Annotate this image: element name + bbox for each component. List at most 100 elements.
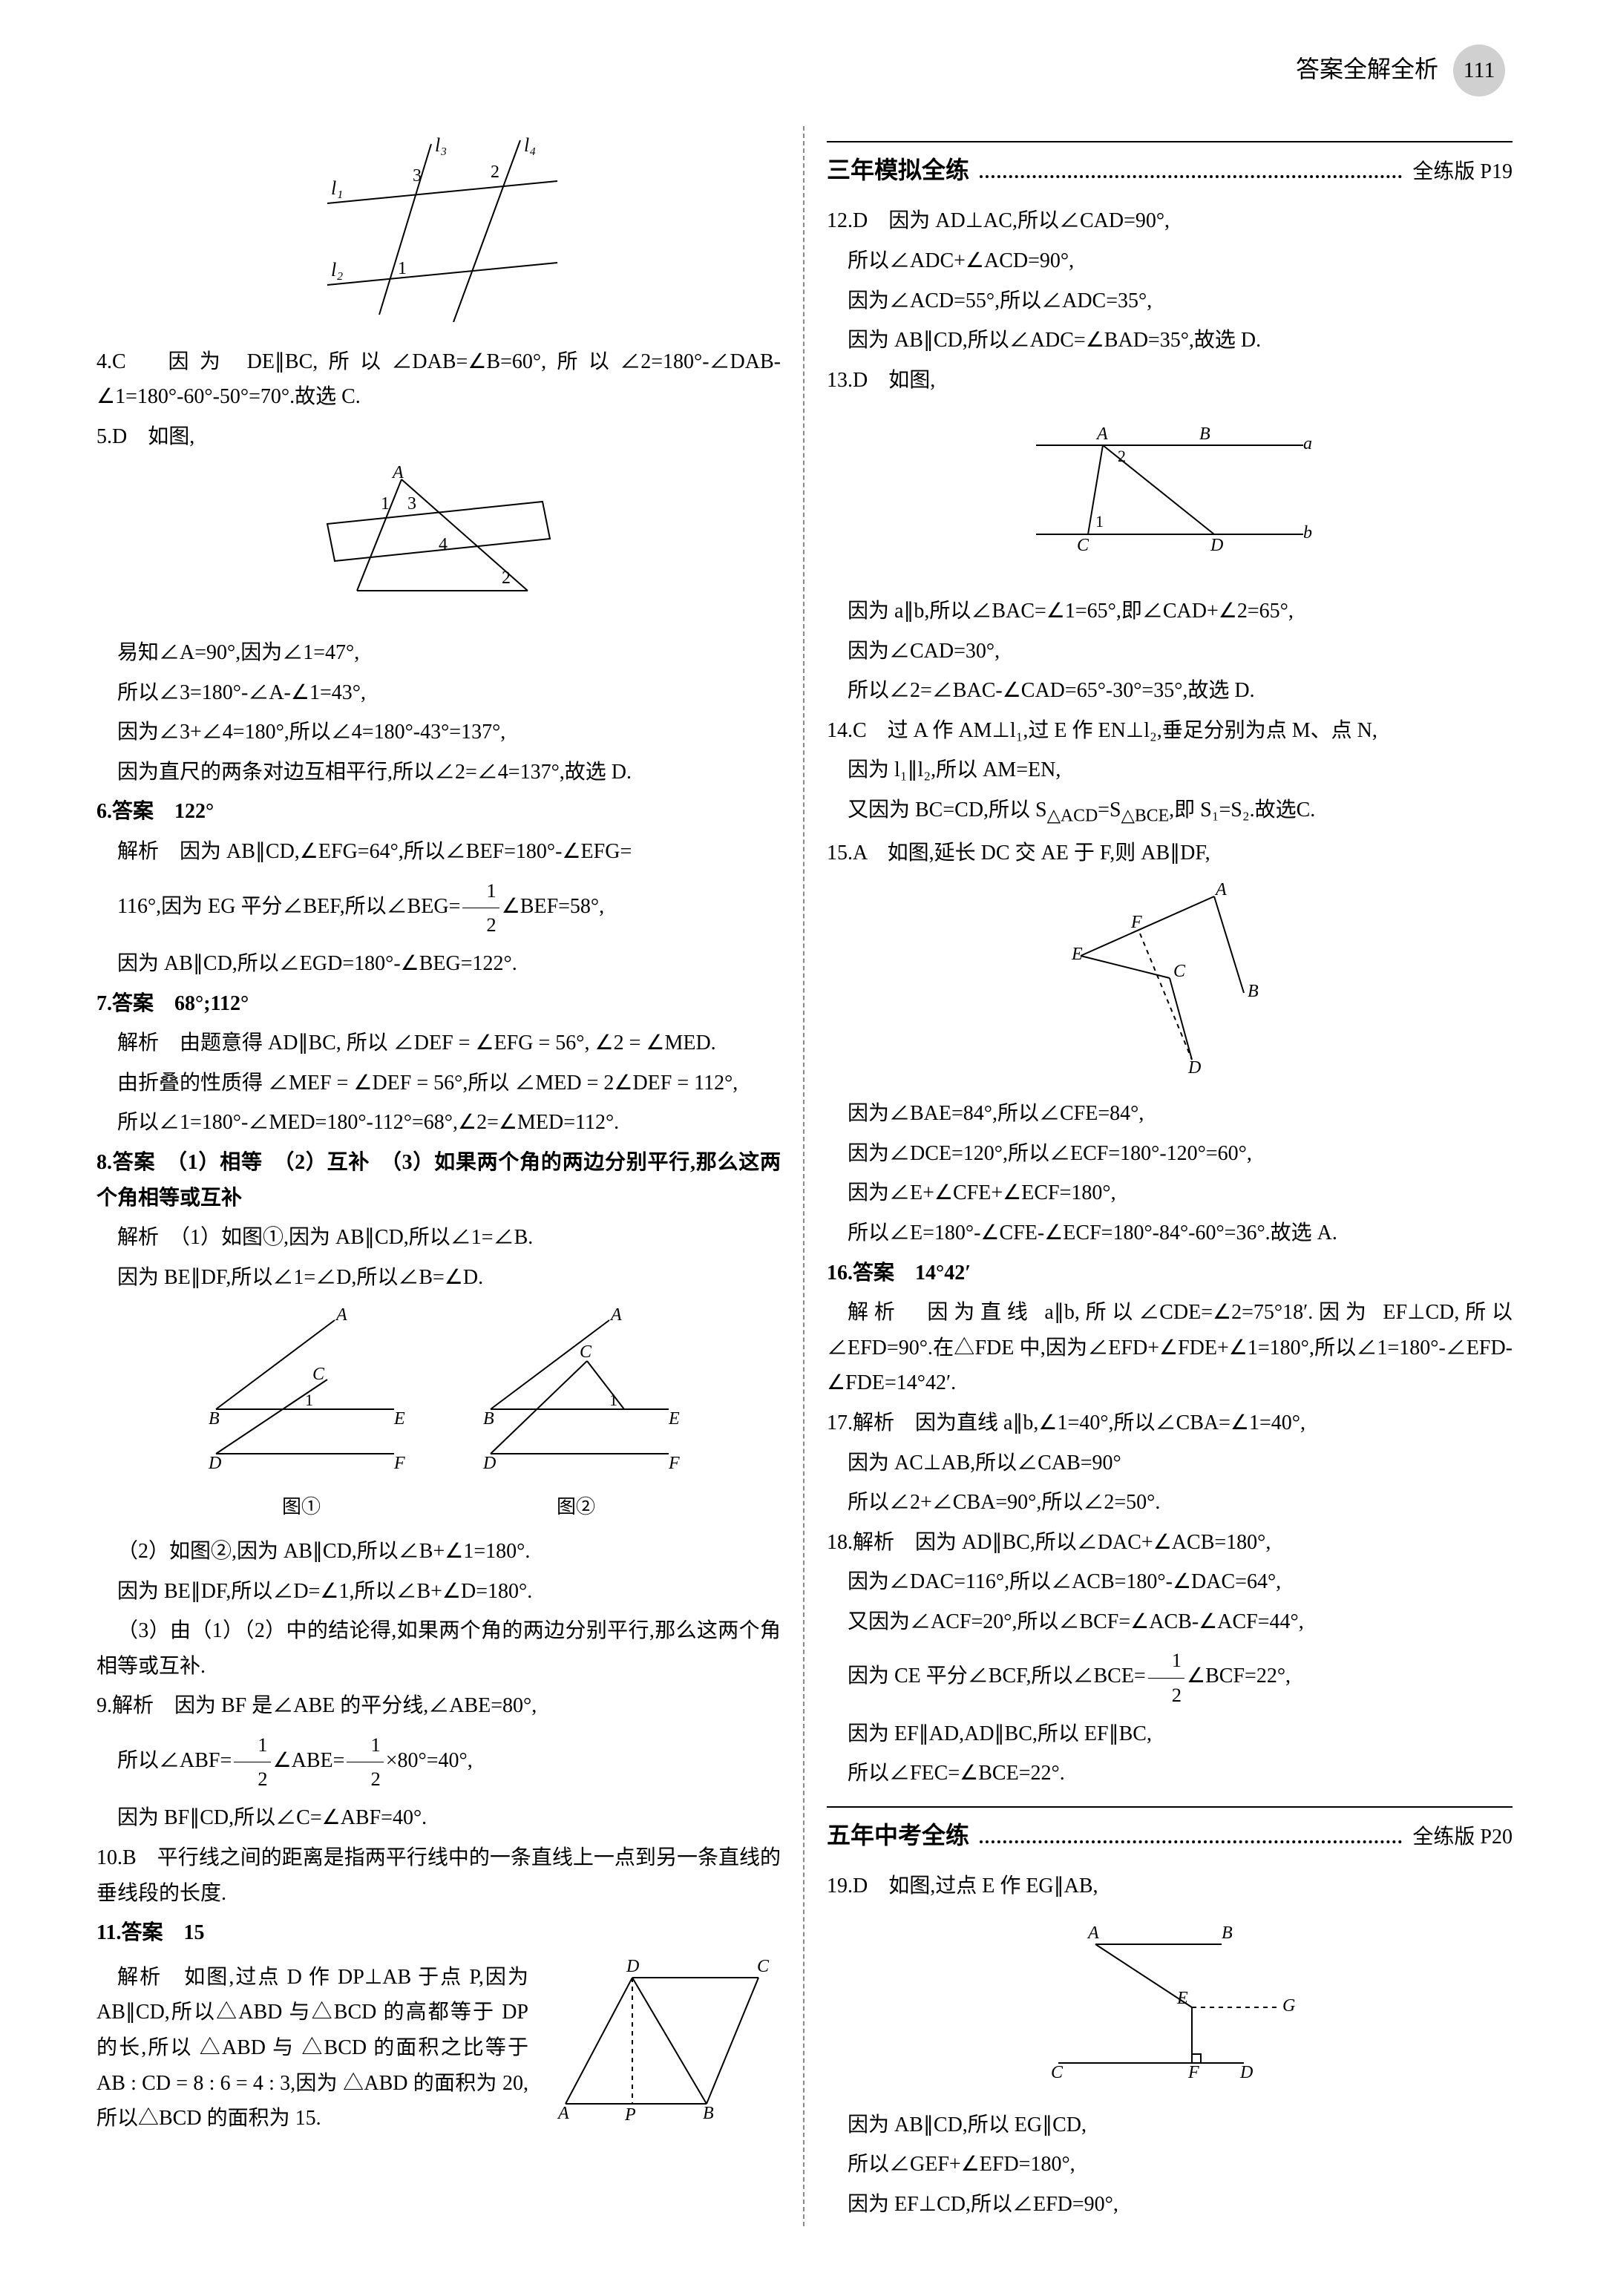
r17b: 因为 AC⊥AB,所以∠CAB=90° — [827, 1446, 1513, 1481]
r15b: 因为∠BAE=84°,所以∠CFE=84°, — [827, 1096, 1513, 1132]
q6a: 6.答案 122° — [96, 794, 781, 830]
r19b: 因为 AB∥CD,所以 EG∥CD, — [827, 2108, 1513, 2143]
r12a: 12.D 因为 AD⊥AC,所以∠CAD=90°, — [827, 203, 1513, 239]
q5e: 因为直尺的两条对边互相平行,所以∠2=∠4=137°,故选 D. — [96, 755, 781, 790]
q8f: （3）由（1）（2）中的结论得,如果两个角的两边分别平行,那么这两个角相等或互补… — [96, 1613, 781, 1684]
r18f: 所以∠FEC=∠BCE=22°. — [827, 1756, 1513, 1791]
svg-text:1: 1 — [609, 1391, 617, 1409]
svg-text:B: B — [209, 1409, 220, 1429]
q6b: 解析 因为 AB∥CD,∠EFG=64°,所以∠BEF=180°-∠EFG= — [96, 834, 781, 870]
svg-text:D: D — [208, 1454, 221, 1473]
q8c: 因为 BE∥DF,所以∠1=∠D,所以∠B=∠D. — [96, 1260, 781, 1296]
r12d: 因为 AB∥CD,所以∠ADC=∠BAD=35°,故选 D. — [827, 323, 1513, 358]
svg-text:b: b — [1303, 523, 1312, 542]
svg-text:B: B — [1199, 424, 1210, 444]
r13b: 因为 a∥b,所以∠BAC=∠1=65°,即∠CAD+∠2=65°, — [827, 594, 1513, 629]
q11-row: 解析 如图,过点 D 作 DP⊥AB 于点 P,因为 AB∥CD,所以△ABD … — [96, 1955, 781, 2141]
q8e: 因为 BE∥DF,所以∠D=∠1,所以∠B+∠D=180°. — [96, 1574, 781, 1610]
svg-text:C: C — [580, 1342, 592, 1362]
svg-text:F: F — [668, 1454, 680, 1473]
svg-text:A: A — [1095, 424, 1108, 444]
svg-text:A: A — [557, 2104, 569, 2123]
r16a: 16.答案 14°42′ — [827, 1256, 1513, 1291]
svg-text:1: 1 — [398, 259, 407, 278]
q4: 4.C 因为 DE∥BC,所以∠DAB=∠B=60°,所以∠2=180°-∠DA… — [96, 344, 781, 415]
figure-q5: A 1 3 4 2 — [96, 465, 781, 625]
svg-text:C: C — [1077, 536, 1089, 555]
r15d: 因为∠E+∠CFE+∠ECF=180°, — [827, 1175, 1513, 1211]
svg-text:l₄: l₄ — [524, 137, 536, 156]
svg-text:A: A — [391, 465, 404, 482]
left-column: l₁ l₂ l₃ l₄ 3 2 1 4.C 因为 DE∥BC,所以∠DAB=∠B… — [74, 126, 804, 2226]
svg-text:l₁: l₁ — [331, 177, 343, 199]
r12b: 所以∠ADC+∠ACD=90°, — [827, 243, 1513, 279]
q7b: 解析 由题意得 AD∥BC, 所以 ∠DEF = ∠EFG = 56°, ∠2 … — [96, 1026, 781, 1061]
figure-q8-pair: A B C E D F 1 图① — [96, 1305, 781, 1523]
content-columns: l₁ l₂ l₃ l₄ 3 2 1 4.C 因为 DE∥BC,所以∠DAB=∠B… — [74, 126, 1535, 2226]
svg-text:l₂: l₂ — [331, 259, 343, 281]
section-title-a: 三年模拟全练 — [827, 150, 969, 190]
svg-text:C: C — [1051, 2063, 1064, 2082]
q9a: 9.解析 因为 BF 是∠ABE 的平分线,∠ABE=80°, — [96, 1688, 781, 1724]
svg-text:D: D — [1187, 1058, 1201, 1075]
figure-r13: A B a C D b 2 1 — [827, 408, 1513, 583]
r18a: 18.解析 因为 AD∥BC,所以∠DAC+∠ACB=180°, — [827, 1525, 1513, 1561]
dots-icon — [980, 157, 1402, 178]
svg-text:D: D — [482, 1454, 496, 1473]
r14c: 又因为 BC=CD,所以 S△ACD=S△BCE,即 S₁=S₂.故选C. — [827, 793, 1513, 831]
r19d: 因为 EF⊥CD,所以∠EFD=90°, — [827, 2187, 1513, 2223]
svg-text:F: F — [393, 1454, 405, 1473]
q5a: 5.D 如图, — [96, 419, 781, 455]
svg-text:E: E — [1071, 945, 1083, 964]
r18c: 又因为∠ACF=20°,所以∠BCF=∠ACB-∠ACF=44°, — [827, 1604, 1513, 1640]
svg-text:1: 1 — [381, 494, 390, 514]
svg-text:l₃: l₃ — [435, 137, 447, 156]
fig-label-2: 图② — [461, 1491, 691, 1523]
svg-text:2: 2 — [1118, 447, 1126, 465]
r15e: 所以∠E=180°-∠CFE-∠ECF=180°-84°-60°=36°.故选 … — [827, 1216, 1513, 1251]
svg-text:C: C — [757, 1957, 770, 1976]
q11a: 11.答案 15 — [96, 1915, 781, 1951]
figure-lines: l₁ l₂ l₃ l₄ 3 2 1 — [96, 137, 781, 334]
q7c: 由折叠的性质得 ∠MEF = ∠DEF = 56°,所以 ∠MED = 2∠DE… — [96, 1066, 781, 1101]
svg-text:D: D — [1239, 2063, 1253, 2082]
r13d: 所以∠2=∠BAC-∠CAD=65°-30°=35°,故选 D. — [827, 673, 1513, 709]
q7d: 所以∠1=180°-∠MED=180°-112°=68°,∠2=∠MED=112… — [96, 1105, 781, 1141]
q7a: 7.答案 68°;112° — [96, 986, 781, 1022]
svg-text:1: 1 — [305, 1391, 313, 1409]
svg-text:B: B — [1222, 1923, 1233, 1943]
section-page-b: 全练版 P20 — [1412, 1820, 1513, 1855]
svg-text:D: D — [626, 1957, 639, 1976]
r19a: 19.D 如图,过点 E 作 EG∥AB, — [827, 1869, 1513, 1904]
svg-text:P: P — [624, 2105, 636, 2125]
q10: 10.B 平行线之间的距离是指两平行线中的一条直线上一点到另一条直线的垂线段的长… — [96, 1840, 781, 1911]
svg-text:G: G — [1282, 1996, 1295, 2015]
r17c: 所以∠2+∠CBA=90°,所以∠2=50°. — [827, 1485, 1513, 1521]
q8a: 8.答案 （1）相等 （2）互补 （3）如果两个角的两边分别平行,那么这两个角相… — [96, 1145, 781, 1216]
r16b: 解析 因为直线 a∥b,所以∠CDE=∠2=75°18′.因为 EF⊥CD,所以… — [827, 1295, 1513, 1401]
section-title-b: 五年中考全练 — [827, 1815, 969, 1855]
svg-text:1: 1 — [1095, 512, 1104, 531]
svg-text:2: 2 — [502, 568, 511, 588]
right-column: 三年模拟全练 全练版 P19 12.D 因为 AD⊥AC,所以∠CAD=90°,… — [804, 126, 1535, 2226]
section-wuNian: 五年中考全练 全练版 P20 — [827, 1806, 1513, 1855]
svg-text:E: E — [393, 1409, 405, 1429]
fig-label-1: 图① — [186, 1491, 416, 1523]
svg-text:A: A — [335, 1305, 347, 1325]
q6d: 因为 AB∥CD,所以∠EGD=180°-∠BEG=122°. — [96, 946, 781, 982]
svg-text:E: E — [668, 1409, 680, 1429]
svg-text:B: B — [1248, 982, 1259, 1001]
r17a: 17.解析 因为直线 a∥b,∠1=40°,所以∠CBA=∠1=40°, — [827, 1406, 1513, 1441]
r19c: 所以∠GEF+∠EFD=180°, — [827, 2147, 1513, 2182]
r12c: 因为∠ACD=55°,所以∠ADC=35°, — [827, 283, 1513, 319]
r18e: 因为 EF∥AD,AD∥BC,所以 EF∥BC, — [827, 1716, 1513, 1752]
svg-text:A: A — [1214, 882, 1227, 899]
q5c: 所以∠3=180°-∠A-∠1=43°, — [96, 675, 781, 711]
page-header: 答案全解全析 111 — [74, 45, 1535, 96]
figure-q11: A B D C P — [543, 1955, 781, 2126]
q6c: 116°,因为 EG 平分∠BEF,所以∠BEG=12∠BEF=58°, — [96, 874, 781, 942]
r18b: 因为∠DAC=116°,所以∠ACB=180°-∠DAC=64°, — [827, 1564, 1513, 1600]
q5d: 因为∠3+∠4=180°,所以∠4=180°-43°=137°, — [96, 715, 781, 750]
r14b: 因为 l₁∥l₂,所以 AM=EN, — [827, 752, 1513, 788]
svg-text:C: C — [312, 1365, 325, 1384]
